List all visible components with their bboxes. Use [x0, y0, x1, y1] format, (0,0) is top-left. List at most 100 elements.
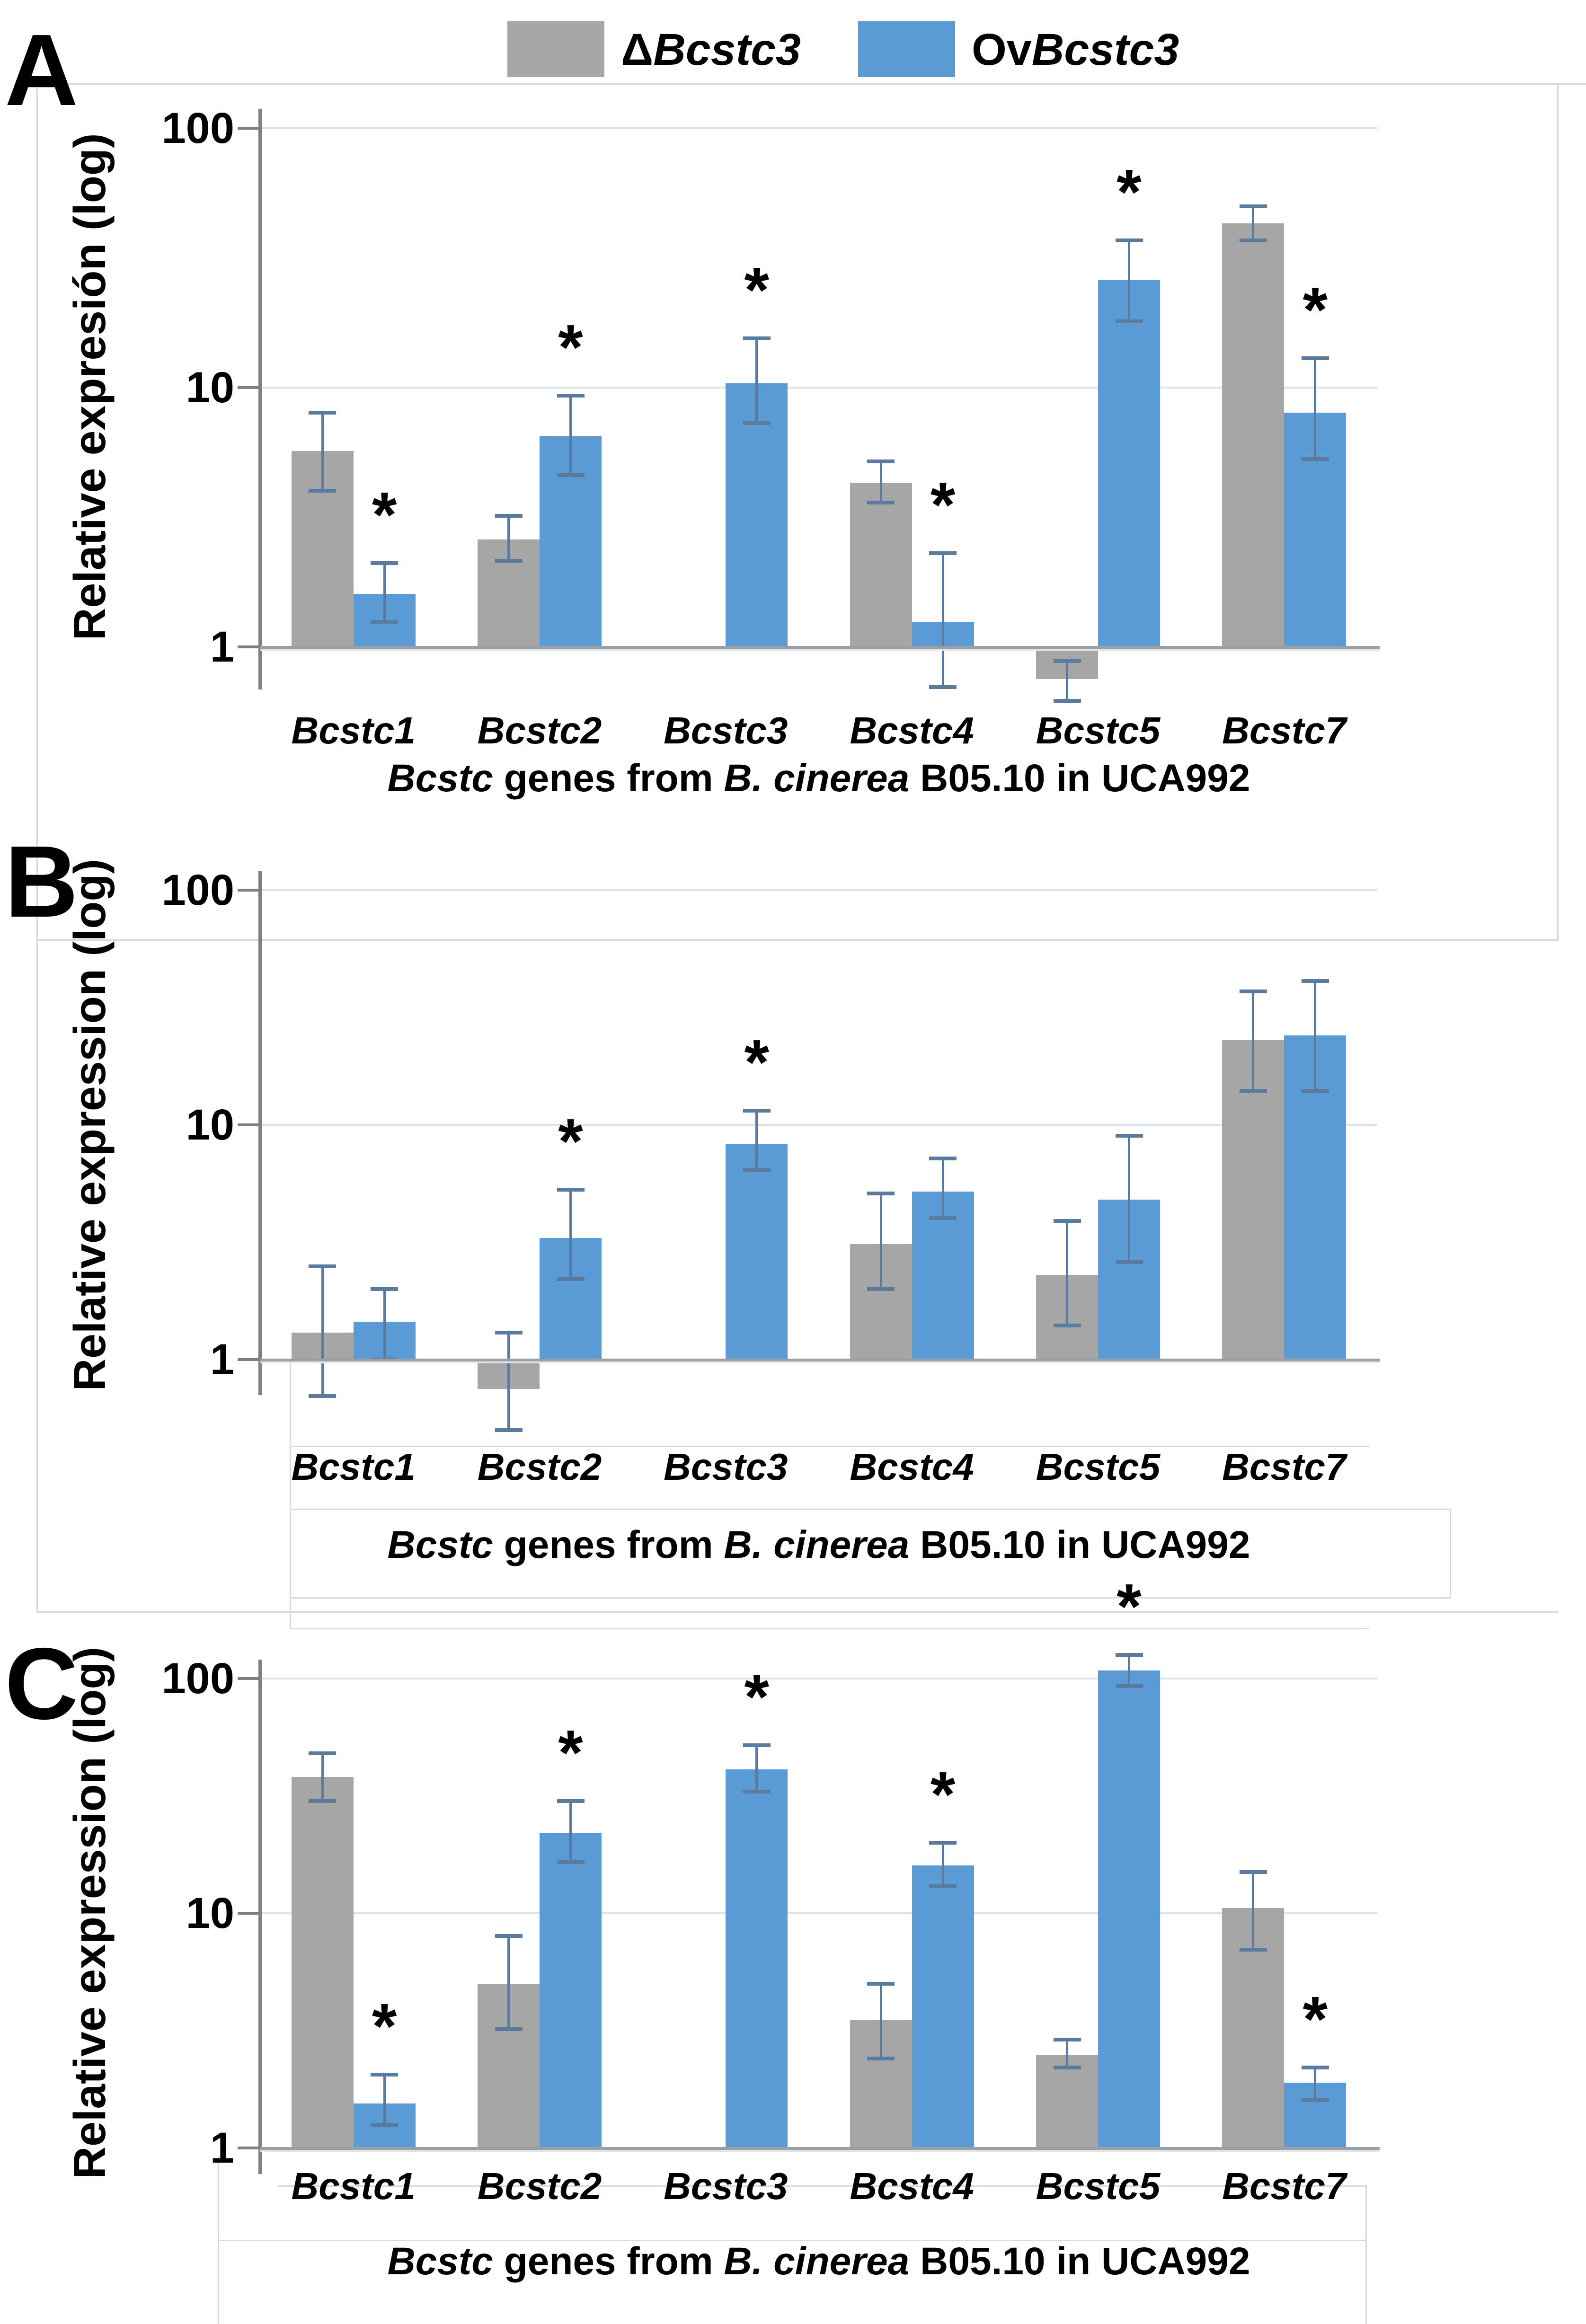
- y-tick-mark: [238, 645, 261, 648]
- error-bar: [507, 1333, 510, 1431]
- x-axis-title: Bcstc genes from B. cinerea B05.10 in UC…: [260, 2239, 1377, 2284]
- x-axis-title-run: B05.10 in UCA992: [909, 757, 1250, 800]
- error-bar: [879, 1193, 882, 1289]
- significance-asterisk: *: [744, 1026, 770, 1098]
- category-label-bcstc4: Bcstc4: [850, 709, 974, 751]
- chart-frame-line: [36, 1611, 1559, 1613]
- bar-Bcstc5-ov: [1098, 280, 1160, 647]
- category-label-bcstc2: Bcstc2: [477, 709, 602, 751]
- x-axis-baseline: [260, 646, 1380, 649]
- y-tick-mark: [238, 889, 261, 892]
- bar-Bcstc2-ov: [540, 1833, 602, 2148]
- error-bar-cap-bottom: [1239, 1088, 1267, 1093]
- y-tick-label: 1: [210, 1335, 234, 1384]
- category-label-bcstc2: Bcstc2: [477, 2165, 602, 2207]
- chart-frame-line: [1365, 2185, 1367, 2324]
- chart-frame-line: [36, 939, 38, 1613]
- y-tick-mark: [238, 127, 261, 130]
- error-bar-cap-top: [929, 551, 957, 555]
- error-bar: [941, 1842, 944, 1887]
- significance-asterisk: *: [1302, 274, 1328, 345]
- chart-frame-line: [36, 83, 38, 941]
- y-tick-label: 100: [161, 1654, 235, 1703]
- error-bar-cap-bottom: [557, 1277, 585, 1281]
- chart-frame-line: [218, 2240, 1367, 2241]
- error-bar-cap-top: [495, 514, 523, 518]
- significance-asterisk: *: [930, 1758, 956, 1830]
- y-axis-line: [258, 1660, 262, 2174]
- error-bar-cap-bottom: [1115, 1260, 1143, 1264]
- error-bar-cap-top: [1053, 2037, 1081, 2041]
- significance-asterisk: *: [1302, 1983, 1328, 2055]
- x-axis-title-run: B05.10 in UCA992: [909, 2240, 1250, 2283]
- category-label-bcstc7: Bcstc7: [1222, 1446, 1347, 1488]
- x-axis-baseline-shadow: [260, 649, 1380, 651]
- y-axis-line: [258, 109, 262, 689]
- y-tick-label: 100: [161, 104, 235, 152]
- category-label-bcstc5: Bcstc5: [1036, 1446, 1161, 1488]
- panel-letter-b: B: [5, 824, 79, 938]
- error-bar-cap-top: [309, 1264, 337, 1268]
- error-bar-cap-bottom: [929, 1216, 957, 1220]
- significance-asterisk: *: [930, 468, 956, 540]
- error-bar: [1128, 1135, 1130, 1263]
- error-bar-cap-top: [1239, 990, 1267, 994]
- error-bar-cap-bottom: [495, 558, 523, 563]
- category-label-bcstc3: Bcstc3: [664, 2165, 788, 2207]
- error-bar-cap-bottom: [557, 1860, 585, 1865]
- error-bar-cap-bottom: [309, 1799, 337, 1803]
- error-bar-cap-top: [557, 1187, 585, 1192]
- significance-asterisk: *: [558, 311, 583, 383]
- bar-Bcstc5-delta: [1036, 2054, 1098, 2148]
- legend-label-run: Δ: [621, 25, 654, 75]
- y-tick-mark: [238, 386, 261, 389]
- error-bar-cap-bottom: [495, 1428, 523, 1432]
- error-bar-cap-top: [1115, 1133, 1143, 1138]
- significance-asterisk: *: [558, 1717, 583, 1789]
- x-axis-title-run: B. cinerea: [724, 2240, 910, 2283]
- error-bar-cap-bottom: [1053, 698, 1081, 703]
- error-bar: [1252, 991, 1255, 1091]
- y-axis-title-a: Relative expresión (log): [64, 133, 115, 641]
- error-bar: [1128, 240, 1130, 322]
- chart-frame-line: [36, 939, 1559, 941]
- y-tick-label: 1: [210, 623, 234, 671]
- chart-frame-line: [290, 1446, 1369, 1447]
- bar-Bcstc5-ov: [1098, 1670, 1160, 2148]
- error-bar-cap-bottom: [867, 2057, 895, 2061]
- error-bar-cap-top: [1301, 2066, 1329, 2070]
- y-tick-mark: [238, 2147, 261, 2149]
- error-bar-cap-top: [495, 1331, 523, 1335]
- bar-Bcstc3-ov: [726, 1769, 788, 2148]
- legend-label-run: Ov: [972, 25, 1032, 75]
- error-bar-cap-bottom: [1053, 1323, 1081, 1327]
- panel-letter-a: A: [5, 13, 79, 127]
- error-bar: [1066, 2039, 1068, 2068]
- bar-Bcstc4-delta: [850, 482, 912, 647]
- error-bar-cap-bottom: [1301, 1088, 1329, 1093]
- x-axis-title-run: B. cinerea: [724, 1523, 910, 1566]
- gridline-100: [260, 127, 1377, 129]
- bar-Bcstc3-ov: [726, 383, 788, 647]
- category-label-bcstc5: Bcstc5: [1036, 709, 1161, 751]
- gridline-10: [260, 1912, 1377, 1914]
- category-label-bcstc4: Bcstc4: [850, 2165, 974, 2207]
- error-bar-cap-bottom: [495, 2027, 523, 2032]
- significance-asterisk: *: [372, 1990, 397, 2062]
- error-bar-cap-bottom: [1115, 319, 1143, 324]
- significance-asterisk: *: [1116, 156, 1142, 228]
- error-bar-cap-top: [557, 394, 585, 398]
- legend-label-delta-bcstc3: ΔBcstc3: [621, 19, 801, 80]
- significance-asterisk: *: [558, 1105, 583, 1177]
- error-bar: [1128, 1655, 1130, 1686]
- y-tick-mark: [238, 1123, 261, 1126]
- error-bar-cap-top: [743, 1108, 771, 1113]
- category-label-bcstc7: Bcstc7: [1222, 709, 1347, 751]
- error-bar-cap-bottom: [371, 619, 399, 624]
- error-bar: [569, 1801, 572, 1863]
- category-label-bcstc7: Bcstc7: [1222, 2165, 1347, 2207]
- legend: ΔBcstc3 OvBcstc3: [0, 0, 1586, 83]
- x-axis-title-run: Bcstc: [387, 1523, 493, 1566]
- error-bar: [1252, 1872, 1255, 1950]
- axis-title-box-b: [290, 1509, 1451, 1599]
